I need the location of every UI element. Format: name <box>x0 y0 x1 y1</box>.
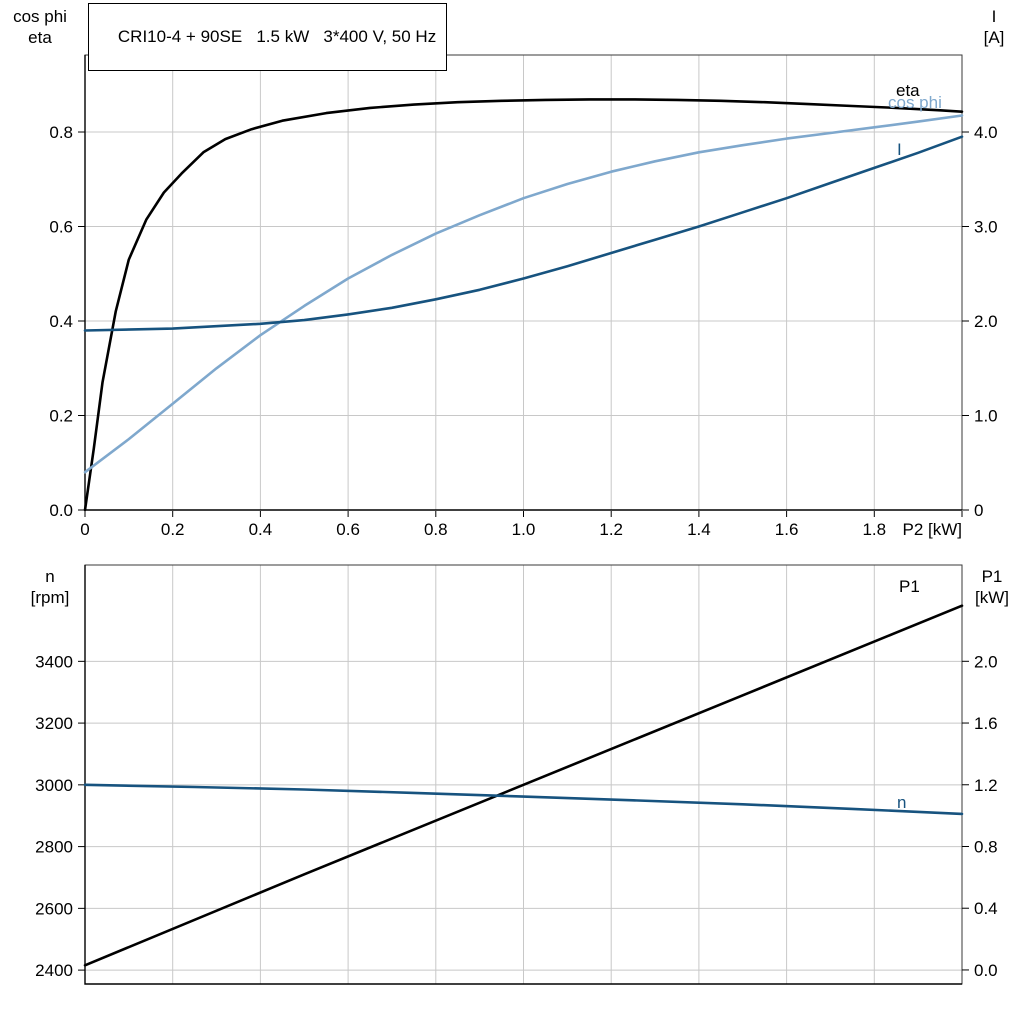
series-cos-phi-curve <box>83 114 964 474</box>
x-tick-label: 1.6 <box>775 520 799 539</box>
axis-title-eta: eta <box>28 28 52 47</box>
left-tick-label: 2800 <box>35 838 73 857</box>
right-tick-label: 3.0 <box>974 218 998 237</box>
right-tick-label: 1.2 <box>974 776 998 795</box>
top-chart-right-axis-title: I [A] <box>970 6 1018 48</box>
series-n-curve <box>83 783 964 816</box>
axis-title-p1: P1 <box>981 567 1003 586</box>
x-axis-unit-label: P2 [kW] <box>902 520 962 539</box>
axis-title-p1-unit: [kW] <box>975 588 1009 607</box>
series-eta-label: eta <box>896 81 920 100</box>
axis-title-current: I <box>991 7 997 26</box>
x-tick-label: 1.8 <box>862 520 886 539</box>
series-eta-curve <box>83 98 964 512</box>
top-chart-left-axis-title: cos phi eta <box>6 6 74 48</box>
top-chart: 0 0.2 0.4 0.6 0.8 1.0 1.2 1.4 1.6 1.8 P2 [kW] 0.0 0.… <box>49 54 998 539</box>
series-P1-curve <box>83 604 964 967</box>
chart-title-box: CRI10-4 + 90SE 1.5 kW 3*400 V, 50 Hz <box>88 3 448 71</box>
bottom-chart-left-axis-title: n [rpm] <box>16 566 84 608</box>
x-tick-label: 0.6 <box>336 520 360 539</box>
right-tick-label: 0 <box>974 501 983 520</box>
axis-title-cos-phi: cos phi <box>13 7 67 26</box>
right-tick-label: 1.6 <box>974 714 998 733</box>
x-tick-label: 1.0 <box>512 520 536 539</box>
left-tick-label: 2400 <box>35 961 73 980</box>
left-tick-label: 3200 <box>35 714 73 733</box>
x-tick-label: 0.2 <box>161 520 185 539</box>
left-tick-label: 3000 <box>35 776 73 795</box>
right-tick-label: 0.8 <box>974 837 998 856</box>
bottom-chart: 2400 2600 2800 3000 3200 3400 0.0 0.4 0.8 1.2 1.6 2… <box>35 564 998 985</box>
x-tick-label: 0.8 <box>424 520 448 539</box>
right-tick-label: 1.0 <box>974 407 998 426</box>
right-tick-label: 0.0 <box>974 961 998 980</box>
x-tick-label: 0.4 <box>249 520 273 539</box>
left-tick-label: 3400 <box>35 652 73 671</box>
left-tick-label: 2600 <box>35 899 73 918</box>
series-cos-phi-label: cos phi <box>888 93 942 112</box>
right-tick-label: 2.0 <box>974 312 998 331</box>
x-tick-label: 1.2 <box>599 520 623 539</box>
axis-title-speed: n <box>45 567 55 586</box>
left-tick-label: 0.2 <box>49 407 73 426</box>
left-tick-label: 0.6 <box>49 218 73 237</box>
right-tick-label: 0.4 <box>974 899 998 918</box>
x-tick-label: 1.4 <box>687 520 711 539</box>
x-tick-label: 0 <box>80 520 89 539</box>
left-tick-label: 0.8 <box>49 123 73 142</box>
series-I-curve <box>83 135 964 332</box>
axis-lines <box>84 565 962 985</box>
right-tick-label: 4.0 <box>974 123 998 142</box>
series-n-label: n <box>897 793 906 812</box>
right-tick-label: 2.0 <box>974 652 998 671</box>
series-P1-label: P1 <box>899 577 920 596</box>
chart-title: CRI10-4 + 90SE 1.5 kW 3*400 V, 50 Hz <box>117 27 437 46</box>
bottom-chart-right-axis-title: P1 [kW] <box>964 566 1020 608</box>
axis-title-speed-unit: [rpm] <box>30 588 70 607</box>
axis-title-current-unit: [A] <box>983 28 1005 47</box>
series-I-label: I <box>897 140 902 159</box>
left-tick-label: 0.4 <box>49 312 73 331</box>
left-tick-label: 0.0 <box>49 501 73 520</box>
